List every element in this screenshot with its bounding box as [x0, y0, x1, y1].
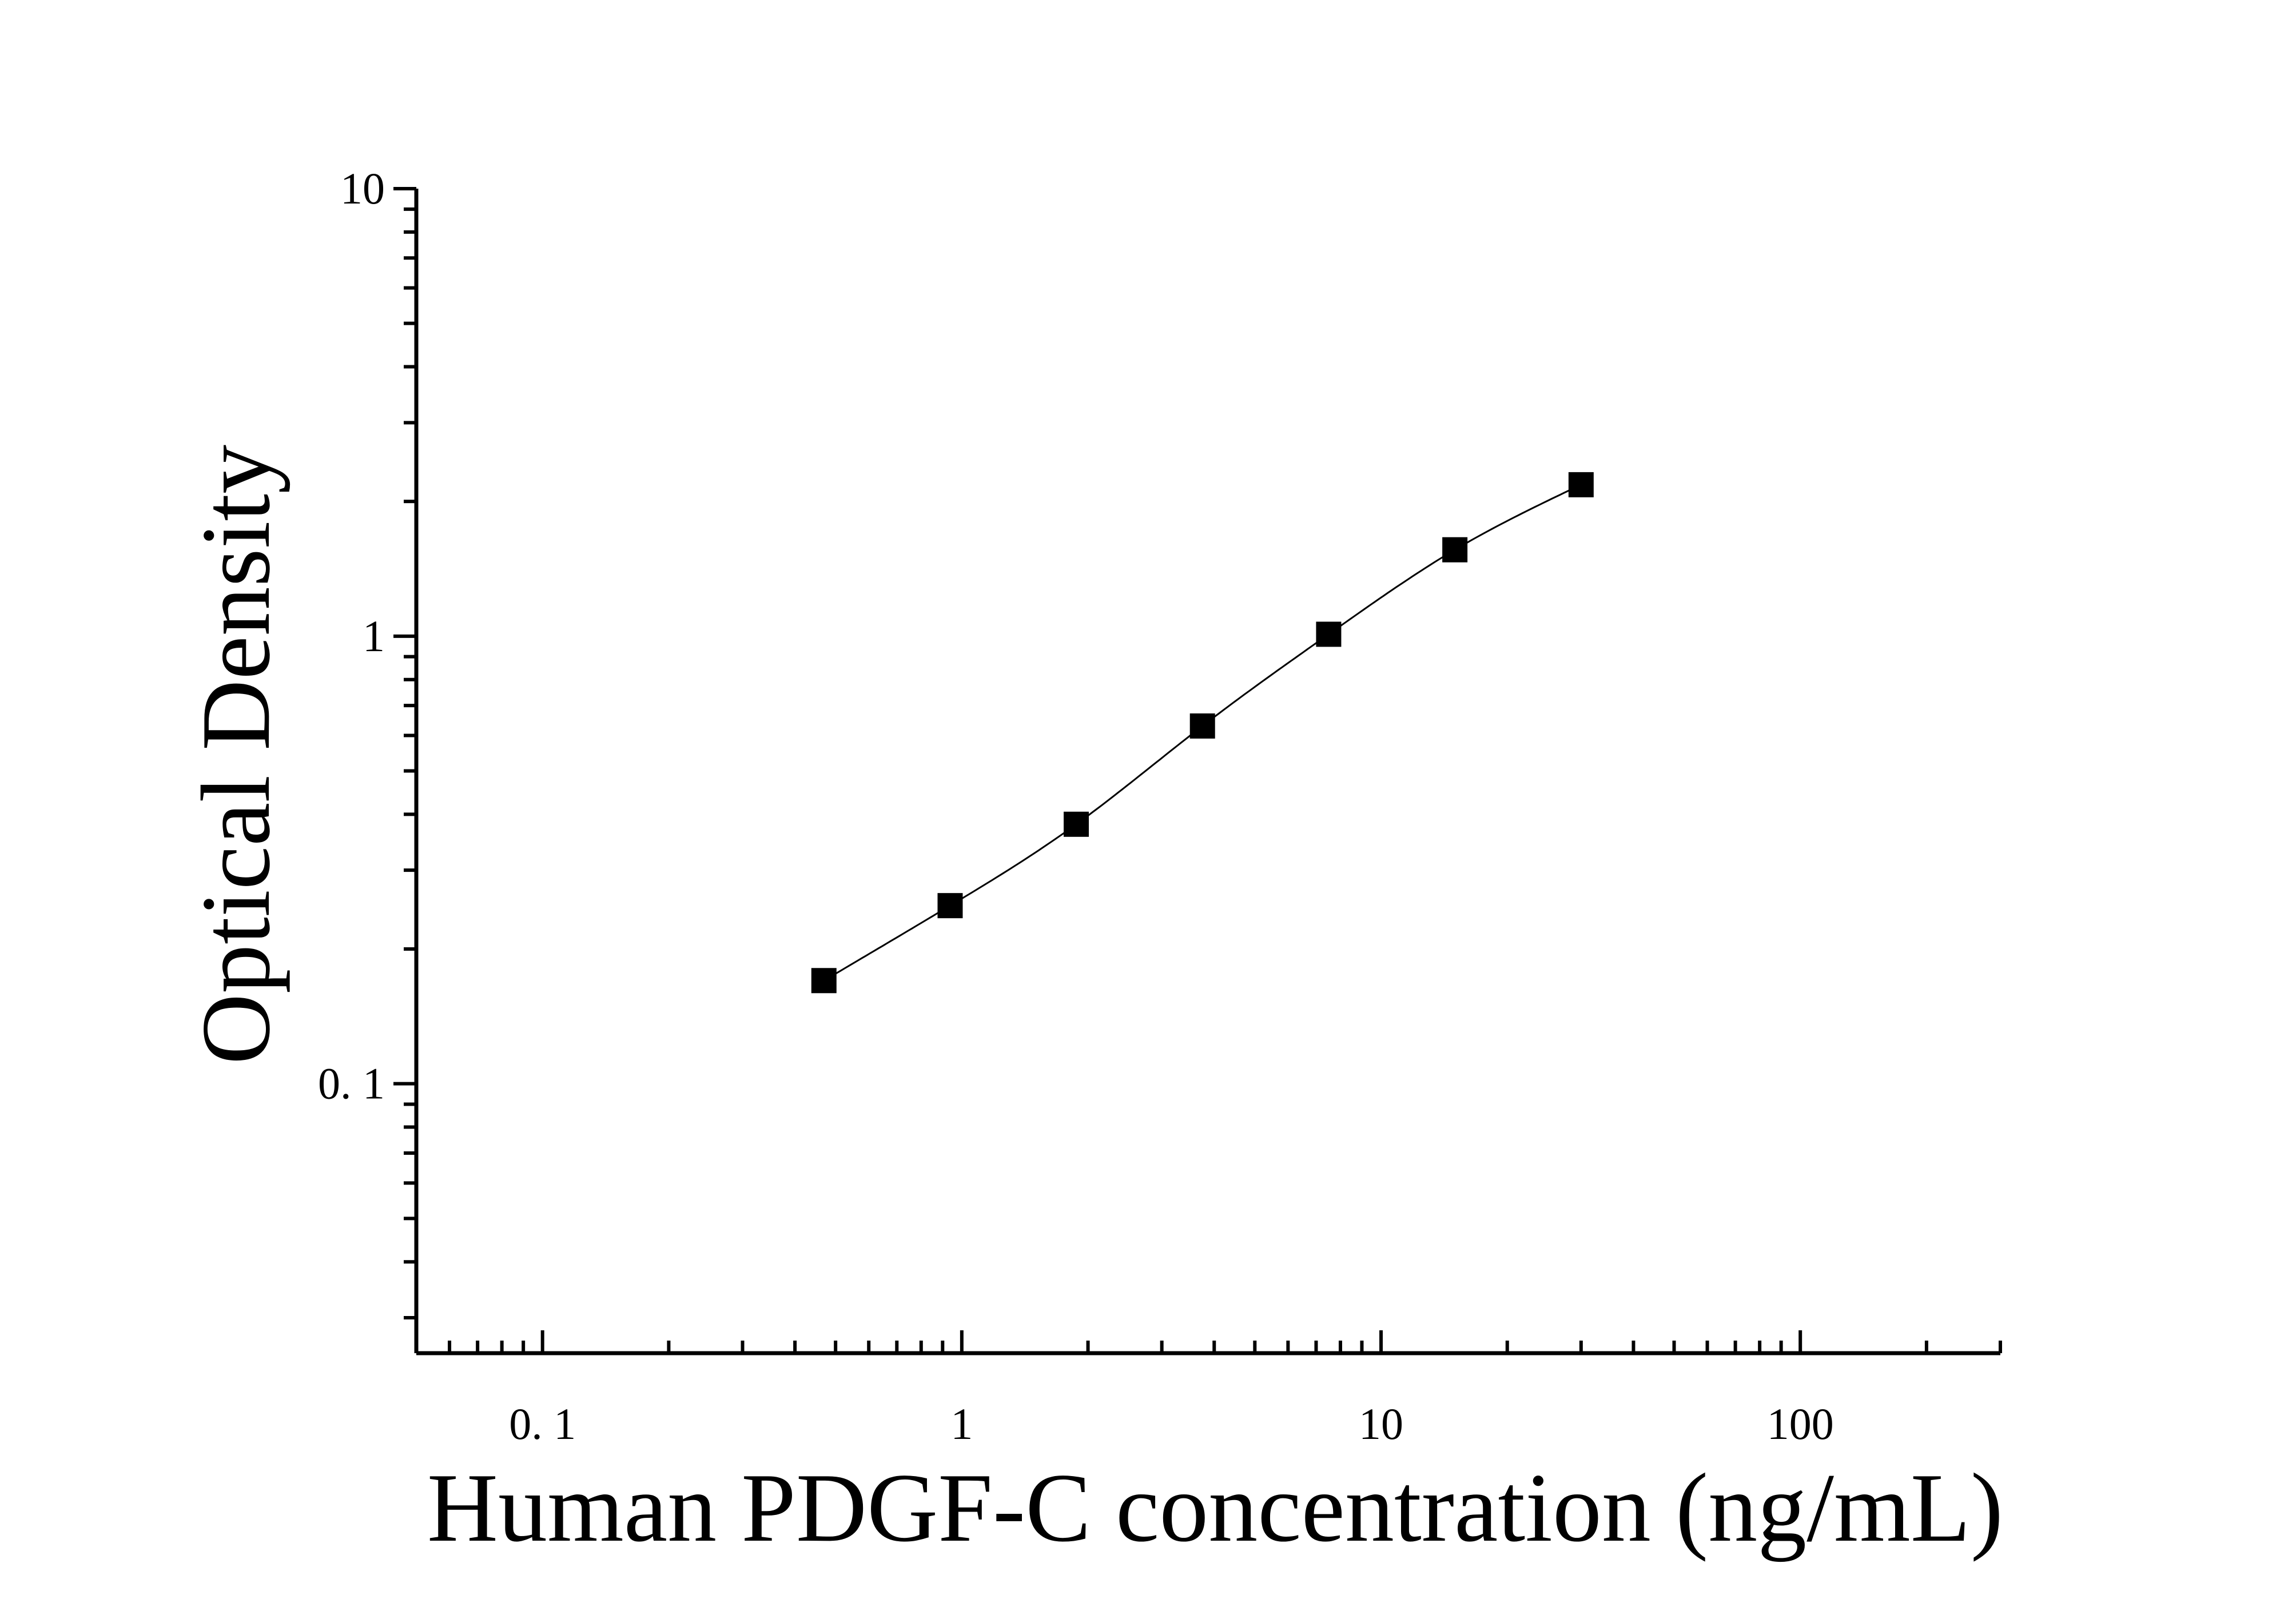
axes — [414, 189, 2000, 1355]
x-tick-label: 0. 1 — [509, 1399, 576, 1449]
ticks: 0. 1 1 10 100 0. 1 1 10 — [318, 164, 2002, 1449]
data-point — [1568, 472, 1594, 497]
x-axis-title: Human PDGF-C concentration (ng/mL) — [427, 1454, 2003, 1562]
data-point — [1442, 537, 1468, 563]
data-point — [1316, 621, 1342, 647]
y-tick-label: 0. 1 — [318, 1059, 385, 1108]
x-tick-label: 100 — [1767, 1399, 1834, 1449]
x-tick-label: 10 — [1359, 1399, 1403, 1449]
data-point — [1189, 713, 1215, 739]
y-tick-label: 10 — [340, 164, 385, 213]
data-points — [811, 472, 1594, 994]
y-axis-title: Optical Density — [182, 445, 291, 1064]
x-tick-label: 1 — [950, 1399, 973, 1449]
data-point — [811, 968, 837, 994]
data-point — [937, 893, 963, 919]
y-tick-label: 1 — [363, 611, 385, 661]
data-point — [1064, 811, 1089, 837]
